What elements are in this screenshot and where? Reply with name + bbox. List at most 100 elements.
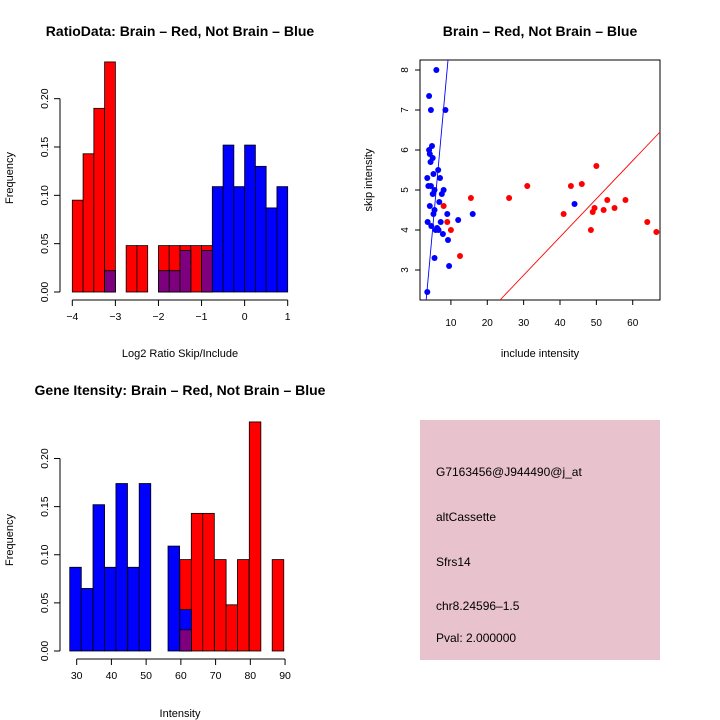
histogram-bar xyxy=(244,144,256,293)
histogram-bar xyxy=(136,245,149,293)
histogram-bar xyxy=(93,107,106,293)
y-tick-label: 0.05 xyxy=(39,592,51,613)
scatter-plot-box xyxy=(419,59,661,301)
scatter-point xyxy=(591,205,598,211)
histogram-bar xyxy=(271,559,285,652)
scatter-point xyxy=(469,211,476,217)
x-tick-label: −1 xyxy=(196,311,208,323)
x-tick-label: 70 xyxy=(210,670,222,682)
histogram-bar xyxy=(254,165,267,293)
scatter-point xyxy=(587,227,594,233)
histogram-bar xyxy=(127,566,140,652)
scatter-point xyxy=(435,167,442,173)
ratio-axes: −4 −3 −2 −1 0 1 0.00 0.05 0.10 0.15 0.20 xyxy=(39,88,291,323)
histogram-bar xyxy=(115,483,128,652)
x-tick-label: 90 xyxy=(279,670,291,682)
histogram-bar xyxy=(125,245,138,293)
intensity-y-axis-label: Frequency xyxy=(4,514,16,566)
y-tick-label: 0.15 xyxy=(39,137,51,158)
scatter-chart-title: Brain – Red, Not Brain – Blue xyxy=(443,23,638,39)
scatter-point xyxy=(571,201,578,207)
y-tick-label: 0.15 xyxy=(39,496,51,517)
scatter-point xyxy=(425,183,432,189)
scatter-point xyxy=(446,263,453,269)
y-tick-label: 0.10 xyxy=(39,544,51,565)
x-tick-label: 0 xyxy=(242,311,248,323)
scatter-point xyxy=(429,143,435,149)
x-tick-label: 60 xyxy=(175,670,187,682)
ratio-histogram: RatioData: Brain – Red, Not Brain – Blue… xyxy=(4,23,314,360)
histogram-bar xyxy=(104,566,117,652)
pval-text: Pval: 2.000000 xyxy=(436,631,516,645)
histogram-bar xyxy=(265,207,278,293)
histogram-bar xyxy=(211,186,224,293)
scatter-point xyxy=(524,183,531,189)
scatter-point xyxy=(427,159,434,165)
scatter-point xyxy=(428,223,435,229)
histogram-bar xyxy=(276,186,289,293)
scatter-point xyxy=(457,253,463,259)
x-tick-label: 80 xyxy=(244,670,256,682)
y-tick-label: 0.05 xyxy=(39,233,51,254)
x-tick-label: 40 xyxy=(106,670,118,682)
x-tick-label: 30 xyxy=(518,318,530,329)
y-tick-label: 3 xyxy=(400,267,411,273)
scatter-point xyxy=(444,219,451,225)
scatter-point xyxy=(644,219,651,225)
histogram-bar xyxy=(69,566,82,652)
probe-info-panel: G7163456@J944490@j_at altCassette Sfrs14… xyxy=(420,420,660,660)
intensity-chart-title: Gene Itensity: Brain – Red, Not Brain – … xyxy=(35,382,326,398)
scatter-point xyxy=(604,197,611,203)
probe-id-text: G7163456@J944490@j_at xyxy=(436,465,582,479)
ratio-bars xyxy=(71,61,289,293)
ratio-y-axis-label: Frequency xyxy=(4,152,16,204)
scatter-point xyxy=(567,183,574,189)
overlap-bar xyxy=(158,270,170,293)
scatter-point xyxy=(436,199,443,205)
x-tick-label: 20 xyxy=(482,318,494,329)
y-tick-label: 5 xyxy=(400,187,411,193)
scatter-point xyxy=(439,231,446,237)
histogram-bar xyxy=(71,199,84,293)
scatter-x-axis-label: include intensity xyxy=(501,348,580,360)
scatter-point xyxy=(442,107,449,113)
ratio-chart-title: RatioData: Brain – Red, Not Brain – Blue xyxy=(46,23,315,39)
scatter-point xyxy=(431,187,438,193)
y-tick-label: 0.00 xyxy=(39,641,51,662)
regression-line xyxy=(499,131,661,301)
x-tick-label: 40 xyxy=(554,318,566,329)
gene-intensity-histogram: Gene Itensity: Brain – Red, Not Brain – … xyxy=(4,382,326,720)
histogram-bar xyxy=(190,512,204,652)
regression-line xyxy=(425,59,449,301)
y-tick-label: 7 xyxy=(400,107,411,113)
scatter-point xyxy=(611,205,618,211)
scatter-point xyxy=(455,217,462,223)
info-panel-background xyxy=(420,420,660,660)
overlap-bar xyxy=(168,270,181,293)
x-tick-label: 50 xyxy=(591,318,603,329)
scatter-point xyxy=(593,163,600,169)
histogram-bar xyxy=(222,144,235,293)
scatter-point xyxy=(447,227,454,233)
y-tick-label: 0.00 xyxy=(39,282,51,303)
scatter-point xyxy=(424,289,431,295)
y-tick-label: 0.20 xyxy=(39,88,51,109)
x-tick-label: −4 xyxy=(66,311,78,323)
y-tick-label: 8 xyxy=(400,67,411,73)
scatter-fit-lines xyxy=(425,59,661,301)
histogram-bar xyxy=(92,504,105,652)
scatter-y-axis-label: skip intensity xyxy=(363,148,375,211)
gene-name-text: Sfrs14 xyxy=(436,555,471,569)
scatter-point xyxy=(437,219,444,225)
scatter-point xyxy=(440,187,447,193)
event-type-text: altCassette xyxy=(436,510,496,524)
overlap-bar xyxy=(179,629,192,652)
scatter-point xyxy=(424,219,431,225)
histogram-bar xyxy=(190,245,202,293)
histogram-bar xyxy=(225,604,238,652)
x-tick-label: 1 xyxy=(285,311,291,323)
histogram-bar xyxy=(214,559,227,652)
location-text: chr8.24596–1.5 xyxy=(436,599,520,613)
scatter-point xyxy=(445,237,451,243)
intensity-bars xyxy=(69,421,285,652)
